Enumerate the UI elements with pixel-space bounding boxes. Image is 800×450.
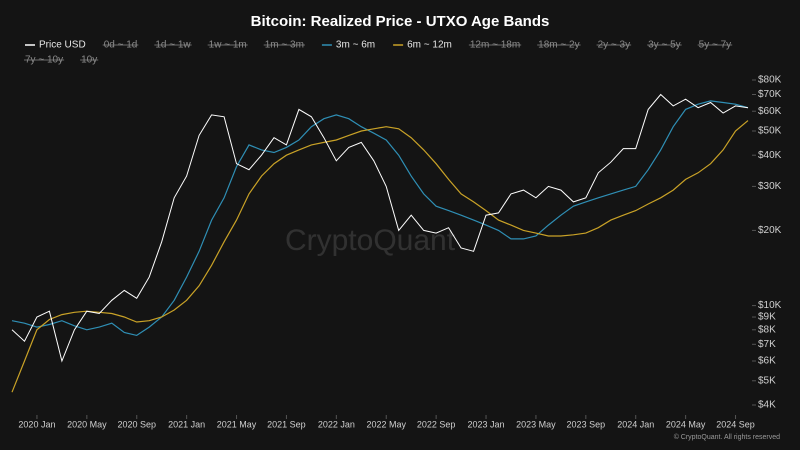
x-tick-label: 2024 Sep: [716, 419, 755, 429]
legend-label: Price USD: [39, 40, 86, 51]
x-tick-label: 2024 Jan: [617, 419, 654, 429]
watermark: CryptoQuant: [285, 224, 456, 257]
chart-title: Bitcoin: Realized Price - UTXO Age Bands: [251, 13, 550, 30]
y-tick-label: $6K: [758, 356, 776, 367]
x-tick-label: 2023 Sep: [567, 419, 606, 429]
x-tick-label: 2024 May: [666, 419, 706, 429]
x-tick-label: 2022 May: [366, 419, 406, 429]
legend-label: 3m ~ 6m: [336, 40, 375, 51]
y-tick-label: $5K: [758, 375, 776, 386]
x-tick-label: 2020 Jan: [18, 419, 55, 429]
y-tick-label: $20K: [758, 225, 782, 236]
x-tick-label: 2020 Sep: [117, 419, 156, 429]
series-line: [11, 120, 749, 393]
x-tick-label: 2021 Jan: [168, 419, 205, 429]
y-tick-label: $60K: [758, 106, 782, 117]
y-tick-label: $30K: [758, 181, 782, 192]
y-tick-label: $80K: [758, 75, 782, 86]
x-tick-label: 2023 Jan: [468, 419, 505, 429]
y-tick-label: $8K: [758, 324, 776, 335]
x-tick-label: 2020 May: [67, 419, 107, 429]
footer: © CryptoQuant. All rights reserved: [674, 433, 780, 441]
y-tick-label: $40K: [758, 150, 782, 161]
x-tick-label: 2022 Sep: [417, 419, 456, 429]
x-tick-label: 2022 Jan: [318, 419, 355, 429]
y-tick-label: $4K: [758, 400, 776, 411]
y-tick-label: $7K: [758, 339, 776, 350]
y-tick-label: $70K: [758, 89, 782, 100]
x-tick-label: 2021 May: [217, 419, 257, 429]
legend-label: 6m ~ 12m: [407, 40, 452, 51]
x-tick-label: 2021 Sep: [267, 419, 306, 429]
y-tick-label: $50K: [758, 126, 782, 137]
x-tick-label: 2023 May: [516, 419, 556, 429]
y-tick-label: $10K: [758, 300, 782, 311]
y-tick-label: $9K: [758, 312, 776, 323]
series-line: [11, 93, 749, 363]
series-line: [11, 100, 749, 337]
